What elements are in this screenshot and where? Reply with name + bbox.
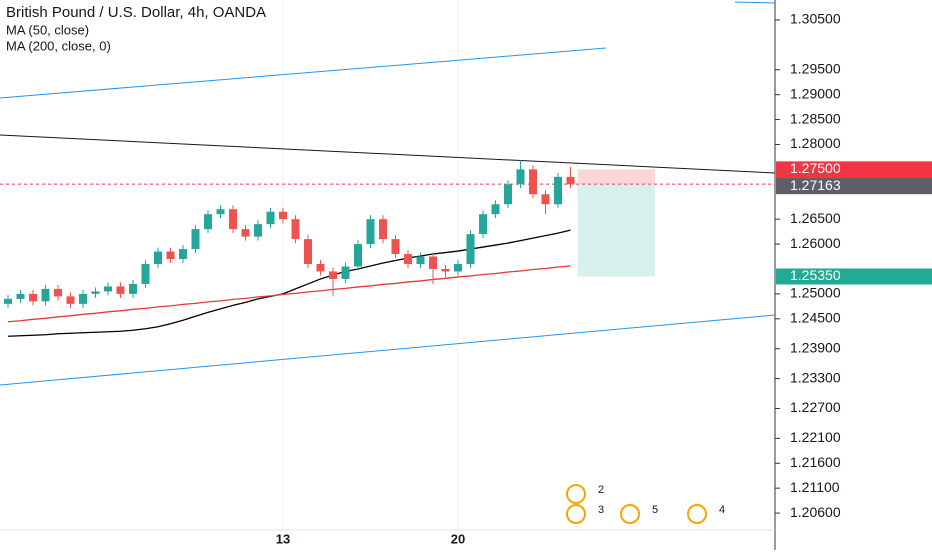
event-icon <box>566 484 586 504</box>
legend-entry: MA (200, close, 0) <box>6 38 111 53</box>
trend-line <box>734 1 776 4</box>
y-tick-label: 1.23900 <box>790 339 841 355</box>
y-tick-label: 1.22700 <box>790 399 841 415</box>
candle-body <box>529 169 537 195</box>
price-badge-label: 1.27500 <box>790 160 841 176</box>
candle-body <box>254 224 262 237</box>
candle-body <box>129 283 137 294</box>
candle-body <box>179 249 187 260</box>
candle-body <box>466 234 475 265</box>
y-tick-label: 1.26500 <box>790 210 841 226</box>
candle-body <box>54 288 62 297</box>
y-tick-label: 1.28000 <box>790 135 841 151</box>
candle-body <box>366 219 375 245</box>
candle-body <box>429 256 437 269</box>
candle-body <box>229 209 237 230</box>
candle-body <box>91 291 100 294</box>
candle-body <box>16 293 25 299</box>
event-icon <box>620 504 640 524</box>
candle-body <box>4 298 12 304</box>
event-count: 3 <box>598 504 604 516</box>
candle-body <box>454 264 462 272</box>
trend-line <box>0 47 607 99</box>
candle-body <box>541 194 550 205</box>
candle-body <box>191 229 200 250</box>
candle-body <box>116 286 125 294</box>
y-tick-label: 1.24500 <box>790 310 841 326</box>
candle-body <box>441 268 450 272</box>
candle-body <box>316 264 325 272</box>
candle-body <box>266 211 275 225</box>
candle-body <box>166 251 175 260</box>
event-count: 2 <box>598 484 604 496</box>
candle-body <box>216 209 225 215</box>
x-tick-label: 13 <box>276 531 290 546</box>
trend-line <box>0 134 776 174</box>
price-badge <box>776 268 932 285</box>
chart-title: British Pound / U.S. Dollar, 4h, OANDA <box>6 4 266 21</box>
y-tick-label: 1.30500 <box>790 11 841 27</box>
candle-body <box>554 176 562 205</box>
price-badge <box>776 178 932 195</box>
y-tick-label: 1.29000 <box>790 85 841 101</box>
candle-body <box>104 286 112 292</box>
candle-body <box>379 219 387 240</box>
candle-body <box>479 214 487 235</box>
event-count: 5 <box>652 504 658 516</box>
candle-body <box>516 169 525 185</box>
candle-body <box>79 293 87 304</box>
candle-body <box>491 204 500 215</box>
candle-body <box>341 266 350 279</box>
event-icon <box>566 504 586 524</box>
candle-body <box>329 271 337 279</box>
y-tick-label: 1.21600 <box>790 454 841 470</box>
candle-body <box>504 184 512 205</box>
moving-average <box>7 229 571 337</box>
stop-zone <box>577 169 655 185</box>
candle-body <box>154 251 162 265</box>
candle-body <box>141 264 150 284</box>
y-tick-label: 1.25000 <box>790 285 841 301</box>
candle-body <box>416 256 425 265</box>
legend-entry: MA (50, close) <box>6 22 89 37</box>
candle-body <box>279 211 287 220</box>
price-badge <box>776 161 932 178</box>
y-tick-label: 1.28500 <box>790 110 841 126</box>
candle-body <box>304 239 312 265</box>
y-tick-label: 1.23300 <box>790 369 841 385</box>
y-tick-label: 1.20600 <box>790 504 841 520</box>
candle-body <box>66 296 75 304</box>
event-count: 4 <box>719 504 725 516</box>
y-tick-label: 1.29500 <box>790 60 841 76</box>
price-badge-label: 1.27163 <box>790 177 841 193</box>
candle-body <box>29 293 37 302</box>
candle-body <box>404 254 412 265</box>
candle-body <box>354 244 362 267</box>
x-tick-label: 20 <box>451 531 465 546</box>
price-badge-label: 1.25350 <box>790 267 841 283</box>
candle-body <box>391 239 400 255</box>
candle-body <box>204 214 212 230</box>
y-tick-label: 1.21100 <box>790 479 840 495</box>
trend-line <box>0 314 776 386</box>
y-tick-label: 1.26000 <box>790 235 841 251</box>
candle-body <box>291 219 300 240</box>
candle-body <box>566 176 575 185</box>
moving-average <box>7 265 571 323</box>
target-zone <box>577 184 655 277</box>
y-tick-label: 1.22100 <box>790 429 841 445</box>
event-icon <box>687 504 707 524</box>
candle-body <box>41 288 50 302</box>
candle-body <box>241 229 250 237</box>
